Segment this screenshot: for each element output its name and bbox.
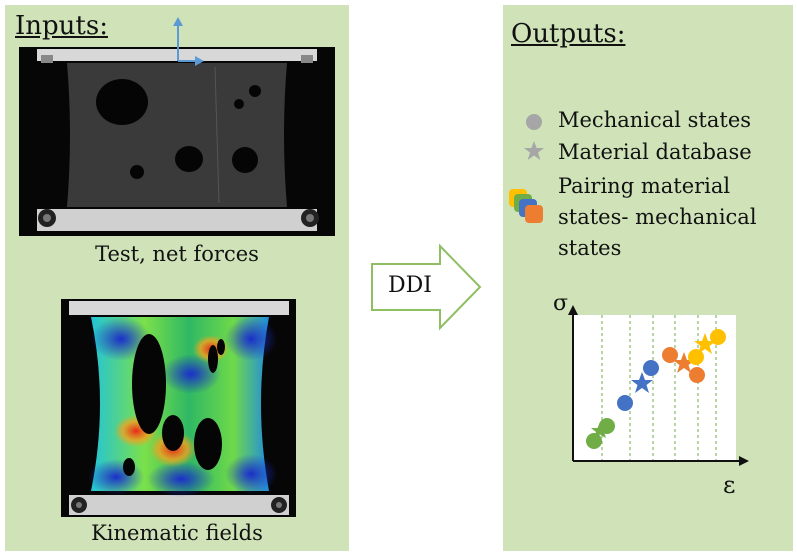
kinematic-caption: Kinematic fields	[91, 521, 263, 545]
outputs-panel: Outputs: Mechanical states Material data…	[503, 5, 793, 551]
kinematic-field-image	[61, 299, 296, 517]
ddi-label: DDI	[388, 273, 432, 298]
legend-mechanical-states: Mechanical states	[558, 108, 752, 132]
legend-material-database: Material database	[558, 140, 752, 164]
outputs-title: Outputs:	[511, 19, 626, 49]
stress-strain-plot	[568, 305, 749, 466]
test-specimen-photo	[19, 47, 335, 236]
inputs-panel: Inputs: Test, net forces	[5, 5, 349, 551]
circle-icon	[526, 114, 542, 130]
plot-y-label: σ	[553, 291, 569, 316]
test-caption: Test, net forces	[95, 242, 259, 266]
ddi-arrow	[371, 243, 482, 331]
plot-x-label: ε	[723, 471, 736, 499]
stacked-squares-icon	[509, 189, 543, 223]
legend-pairing: Pairing material states- mechanical stat…	[558, 174, 757, 260]
star-icon	[524, 141, 544, 160]
axes-icon	[173, 17, 204, 66]
inputs-title: Inputs:	[15, 11, 108, 41]
